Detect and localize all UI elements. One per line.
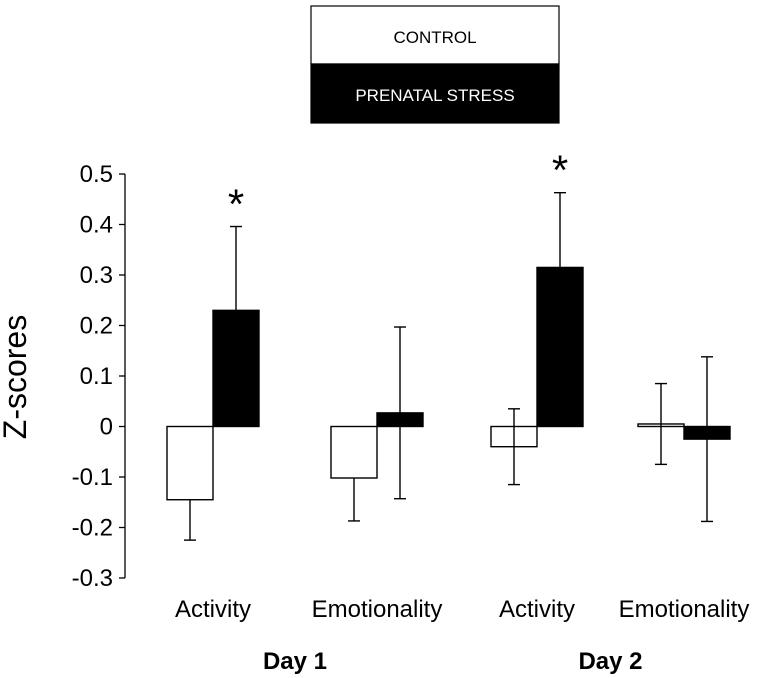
legend-prenatal-stress-swatch [310, 63, 560, 124]
x-axis-category-labels: Activity Emotionality Activity Emotionality [175, 596, 749, 623]
y-tick-label: -0.3 [72, 565, 113, 592]
y-tick-label: 0.4 [80, 212, 113, 239]
y-tick-label: 0 [100, 414, 113, 441]
significance-star: * [228, 181, 244, 228]
x-category-label: Emotionality [619, 596, 750, 623]
x-group-label: Day 1 [263, 648, 327, 675]
legend-control-label: CONTROL [393, 28, 476, 47]
x-category-label: Activity [499, 596, 575, 623]
significance-annotations: ** [228, 147, 568, 228]
x-category-label: Activity [175, 596, 251, 623]
prenatal-stress-bar [536, 266, 584, 428]
legend: CONTROL PRENATAL STRESS [310, 5, 560, 124]
y-tick-label: 0.3 [80, 262, 113, 289]
y-tick-label: 0.1 [80, 363, 113, 390]
y-tick-label: 0.2 [80, 313, 113, 340]
y-tick-label: -0.2 [72, 515, 113, 542]
y-axis: 0.5 0.4 0.3 0.2 0.1 0 -0.1 -0.2 -0.3 [72, 161, 126, 592]
error-bars [184, 191, 713, 541]
prenatal-stress-bar [212, 309, 260, 428]
y-tick-label: -0.1 [72, 464, 113, 491]
significance-star: * [552, 147, 568, 194]
control-bar [330, 425, 378, 479]
bars [166, 266, 731, 501]
legend-prenatal-stress-label: PRENATAL STRESS [355, 86, 514, 105]
x-group-label: Day 2 [578, 648, 642, 675]
x-category-label: Emotionality [312, 596, 443, 623]
y-tick-label: 0.5 [80, 161, 113, 188]
y-axis-label: Z-scores [0, 315, 33, 439]
control-bar [166, 425, 214, 501]
legend-control-swatch [310, 5, 560, 65]
x-axis-group-labels: Day 1 Day 2 [263, 648, 643, 675]
